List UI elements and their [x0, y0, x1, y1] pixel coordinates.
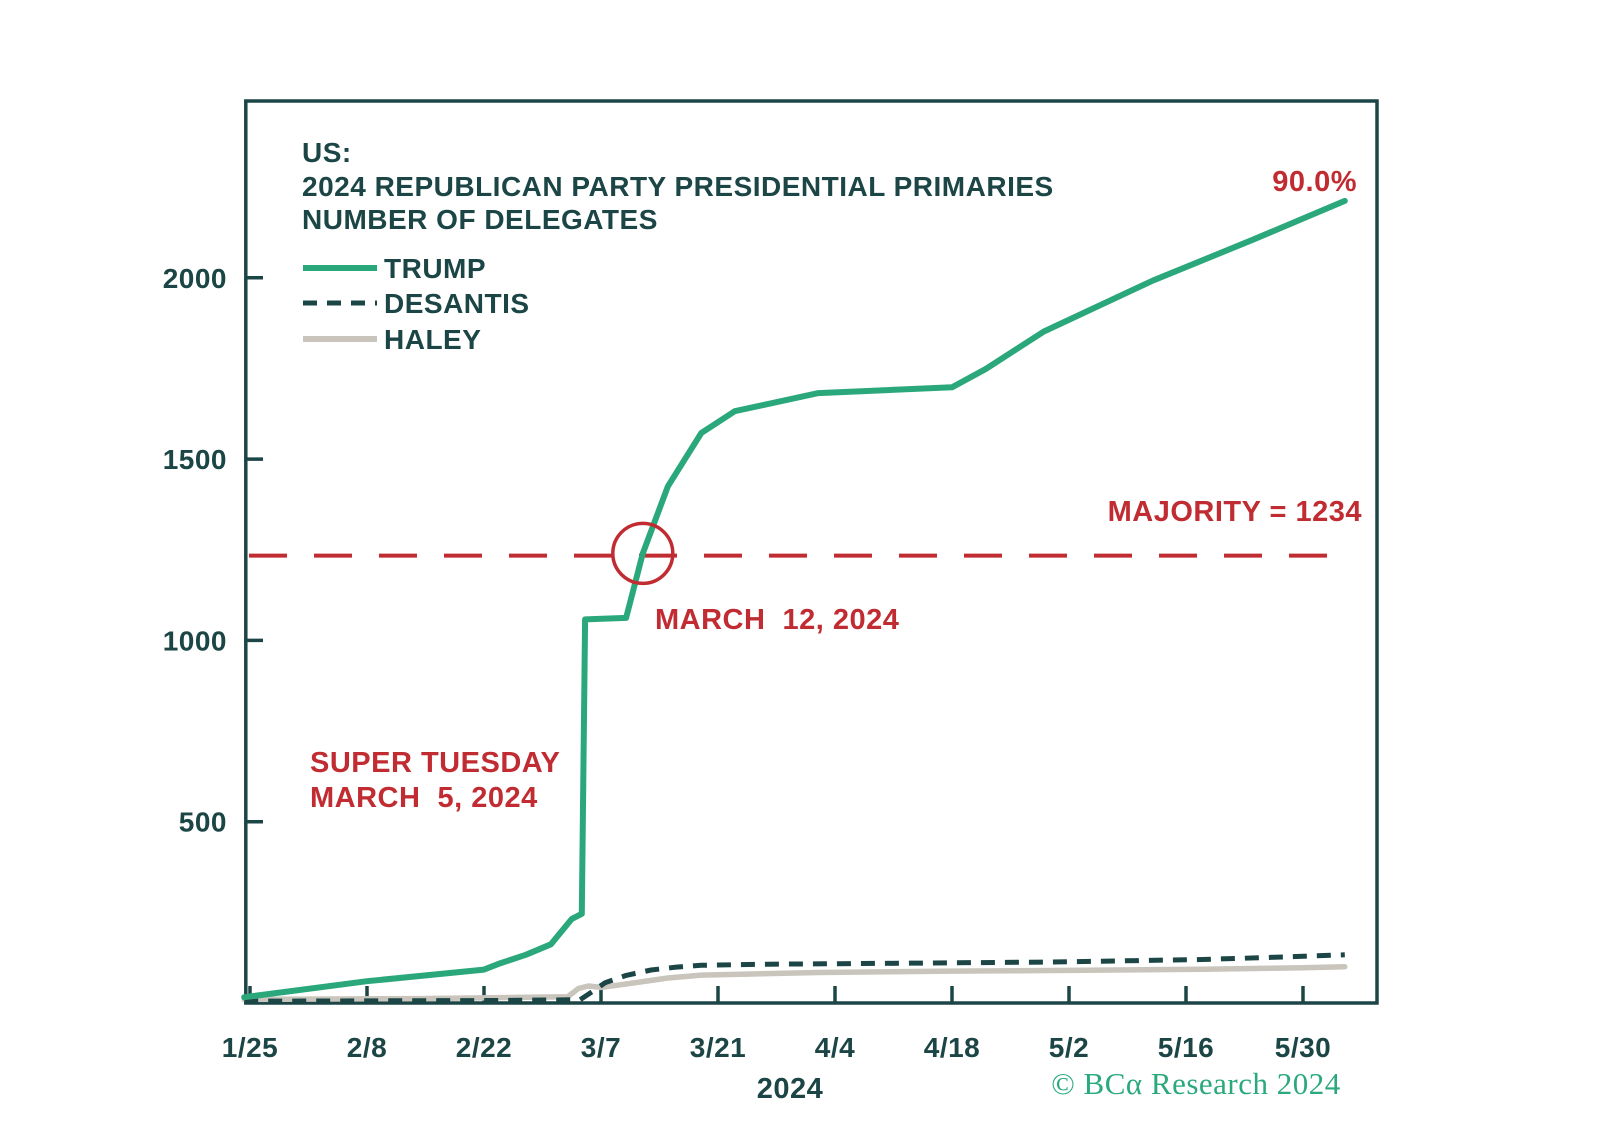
trump-share-end-label: 90.0%	[1272, 166, 1357, 198]
x-axis-year-label: 2024	[757, 1073, 824, 1105]
chart-title-line1: US:	[302, 137, 352, 168]
x-tick-label-5-16: 5/16	[1158, 1032, 1215, 1063]
x-tick-label-2-22: 2/22	[456, 1032, 513, 1063]
x-tick-label-3-21: 3/21	[690, 1032, 747, 1063]
x-tick-label-4-4: 4/4	[815, 1032, 855, 1063]
trump-line	[241, 197, 1348, 1001]
y-tick-label-2000: 2000	[163, 263, 227, 294]
x-tick-label-5-2: 5/2	[1049, 1032, 1089, 1063]
y-tick-label-1500: 1500	[163, 444, 227, 475]
legend-label-haley: HALEY	[384, 324, 481, 355]
super-tuesday-label-line1: SUPER TUESDAY	[310, 747, 560, 779]
chart-title-line2: 2024 REPUBLICAN PARTY PRESIDENTIAL PRIMA…	[302, 171, 1054, 202]
x-tick-label-3-7: 3/7	[581, 1032, 621, 1063]
x-tick-label-2-8: 2/8	[347, 1032, 387, 1063]
super-tuesday-label-line2: MARCH 5, 2024	[310, 782, 538, 814]
clinch-circle-marker	[611, 521, 675, 586]
legend-label-trump: TRUMP	[384, 253, 486, 284]
x-tick-label-5-30: 5/30	[1275, 1032, 1332, 1063]
x-tick-label-1-25: 1/25	[222, 1032, 279, 1063]
chart-title-line3: NUMBER OF DELEGATES	[302, 204, 658, 235]
clinch-date-label: MARCH 12, 2024	[655, 604, 899, 636]
y-tick-label-1000: 1000	[163, 625, 227, 656]
bca-research-copyright: © BCα Research 2024	[1051, 1066, 1341, 1101]
majority-label: MAJORITY = 1234	[1108, 496, 1362, 528]
haley-line	[241, 963, 1348, 1003]
x-tick-label-4-18: 4/18	[924, 1032, 981, 1063]
legend-label-desantis: DESANTIS	[384, 288, 530, 319]
axis-tick-marks	[245, 276, 1305, 1002]
desantis-line	[244, 952, 1345, 1004]
legend: TRUMP DESANTIS HALEY	[303, 253, 530, 355]
plot-border	[244, 99, 1379, 1005]
y-tick-label-500: 500	[179, 807, 227, 838]
